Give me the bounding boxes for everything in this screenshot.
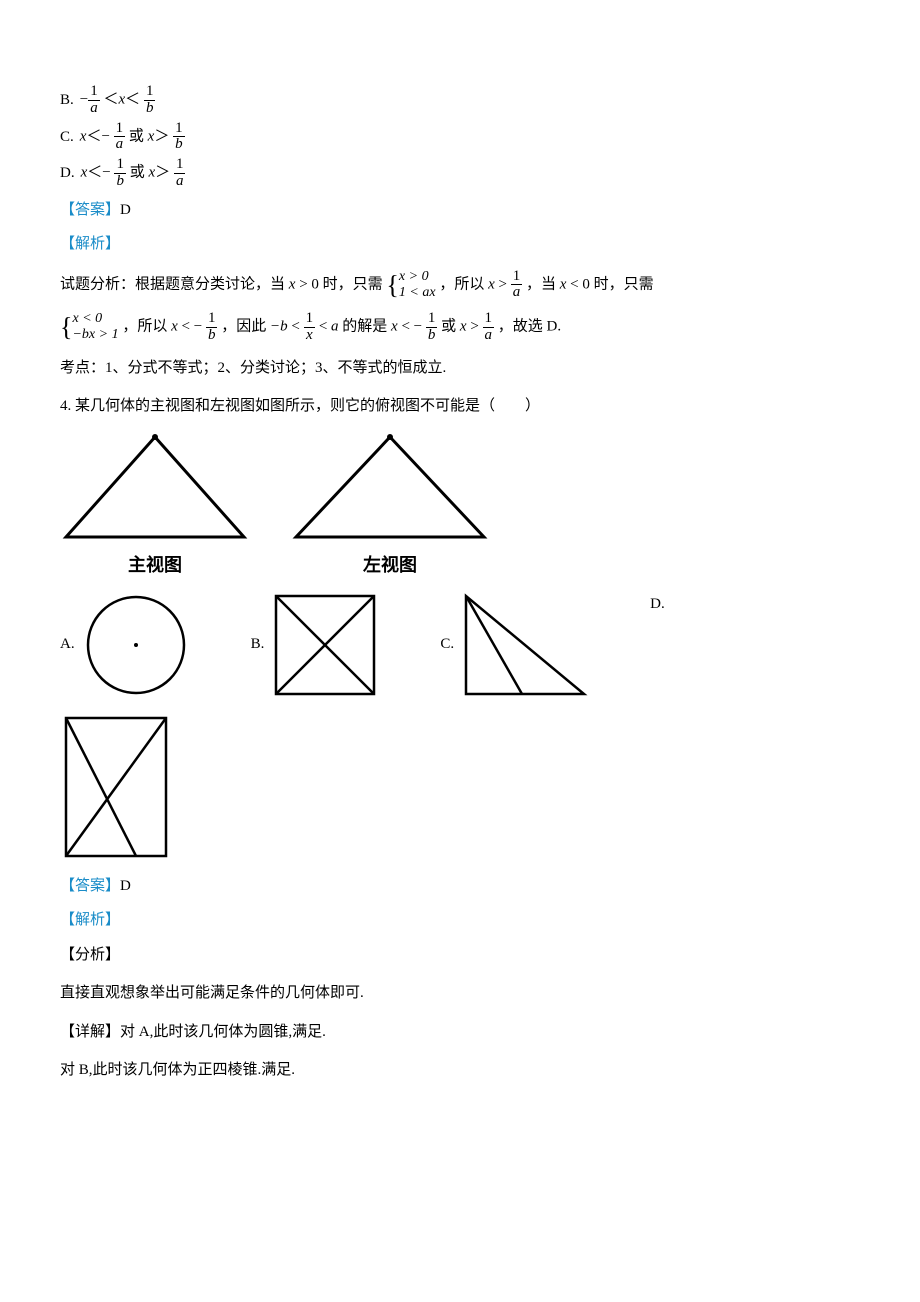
front-view-label: 主视图 bbox=[60, 548, 250, 582]
q4-stem: 4. 某几何体的主视图和左视图如图所示，则它的俯视图不可能是（ ） bbox=[60, 392, 860, 421]
detail-label: 【详解】 bbox=[60, 1024, 120, 1040]
text: 试题分析：根据题意分类讨论，当 bbox=[60, 276, 285, 292]
answer-label: 【答案】 bbox=[60, 878, 120, 894]
front-view-block: 主视图 bbox=[60, 431, 250, 582]
q4-option-B: B. bbox=[251, 590, 381, 700]
q4-detail-A: 【详解】对 A,此时该几何体为圆锥,满足. bbox=[60, 1018, 860, 1047]
detail-A-text: 对 A,此时该几何体为圆锥,满足. bbox=[120, 1024, 326, 1040]
q4-number: 4. bbox=[60, 398, 71, 414]
q4-detail-B: 对 B,此时该几何体为正四棱锥.满足. bbox=[60, 1056, 860, 1085]
text: ，所以 bbox=[122, 319, 167, 335]
text: 或 bbox=[441, 319, 456, 335]
q4-option-C: C. bbox=[440, 590, 590, 700]
q3-answer: 【答案】D bbox=[60, 196, 860, 225]
option-D-shape bbox=[60, 712, 190, 862]
option-label: D. bbox=[650, 590, 665, 619]
answer-label: 【答案】 bbox=[60, 202, 120, 218]
option-label: C. bbox=[60, 123, 74, 152]
option-B-shape bbox=[270, 590, 380, 700]
math-expr: x＜− 1b 或 x＞ 1a bbox=[81, 157, 186, 190]
q4-option-D-shape-row bbox=[60, 712, 860, 862]
q4-text: 某几何体的主视图和左视图如图所示，则它的俯视图不可能是（ ） bbox=[75, 398, 540, 414]
option-A-shape bbox=[81, 590, 191, 700]
front-view-triangle bbox=[60, 431, 250, 546]
answer-value: D bbox=[120, 202, 131, 218]
explain-label: 【解析】 bbox=[60, 236, 120, 252]
q3-kaodian: 考点：1、分式不等式；2、分类讨论；3、不等式的恒成立. bbox=[60, 354, 860, 383]
text: ，当 bbox=[526, 276, 556, 292]
q4-explain-label: 【解析】 bbox=[60, 906, 860, 935]
q4-options-row: A. B. C. D. bbox=[60, 590, 860, 700]
kaodian-label: 考点： bbox=[60, 360, 105, 376]
text: ，故选 D. bbox=[498, 319, 561, 335]
q4-answer: 【答案】D bbox=[60, 872, 860, 901]
q3-explain-label: 【解析】 bbox=[60, 230, 860, 259]
analysis-label: 【分析】 bbox=[60, 947, 120, 963]
q3-option-C: C. x＜− 1a 或 x＞ 1b bbox=[60, 121, 860, 154]
option-label: B. bbox=[60, 86, 74, 115]
q3-option-B: B. −1a ＜x＜ 1b bbox=[60, 84, 860, 117]
text: ，因此 bbox=[221, 319, 266, 335]
math-expr: −1a ＜x＜ 1b bbox=[80, 84, 156, 117]
explain-label: 【解析】 bbox=[60, 912, 120, 928]
text: 的解是 bbox=[342, 319, 387, 335]
side-view-label: 左视图 bbox=[290, 548, 490, 582]
q3-analysis-line2: {x < 0−bx > 1 ，所以 x < − 1b ，因此 −b < 1x <… bbox=[60, 311, 860, 344]
option-C-shape bbox=[460, 590, 590, 700]
q4-analysis-label: 【分析】 bbox=[60, 941, 860, 970]
q3-analysis-line1: 试题分析：根据题意分类讨论，当 x > 0 时，只需 {x > 01 < ax … bbox=[60, 269, 860, 302]
text: ，所以 bbox=[439, 276, 484, 292]
option-label: B. bbox=[251, 630, 265, 659]
option-label: C. bbox=[440, 630, 454, 659]
text: 时，只需 bbox=[323, 276, 383, 292]
side-view-triangle bbox=[290, 431, 490, 546]
q3-option-D: D. x＜− 1b 或 x＞ 1a bbox=[60, 157, 860, 190]
text: 时，只需 bbox=[594, 276, 654, 292]
side-view-block: 左视图 bbox=[290, 431, 490, 582]
answer-value: D bbox=[120, 878, 131, 894]
option-label: A. bbox=[60, 630, 75, 659]
math-expr: x＜− 1a 或 x＞ 1b bbox=[80, 121, 185, 154]
q4-views: 主视图 左视图 bbox=[60, 431, 860, 582]
q4-option-A: A. bbox=[60, 590, 191, 700]
q4-option-D: D. bbox=[650, 590, 671, 619]
kaodian-text: 1、分式不等式；2、分类讨论；3、不等式的恒成立. bbox=[105, 360, 446, 376]
q4-analysis-text: 直接直观想象举出可能满足条件的几何体即可. bbox=[60, 979, 860, 1008]
option-label: D. bbox=[60, 159, 75, 188]
